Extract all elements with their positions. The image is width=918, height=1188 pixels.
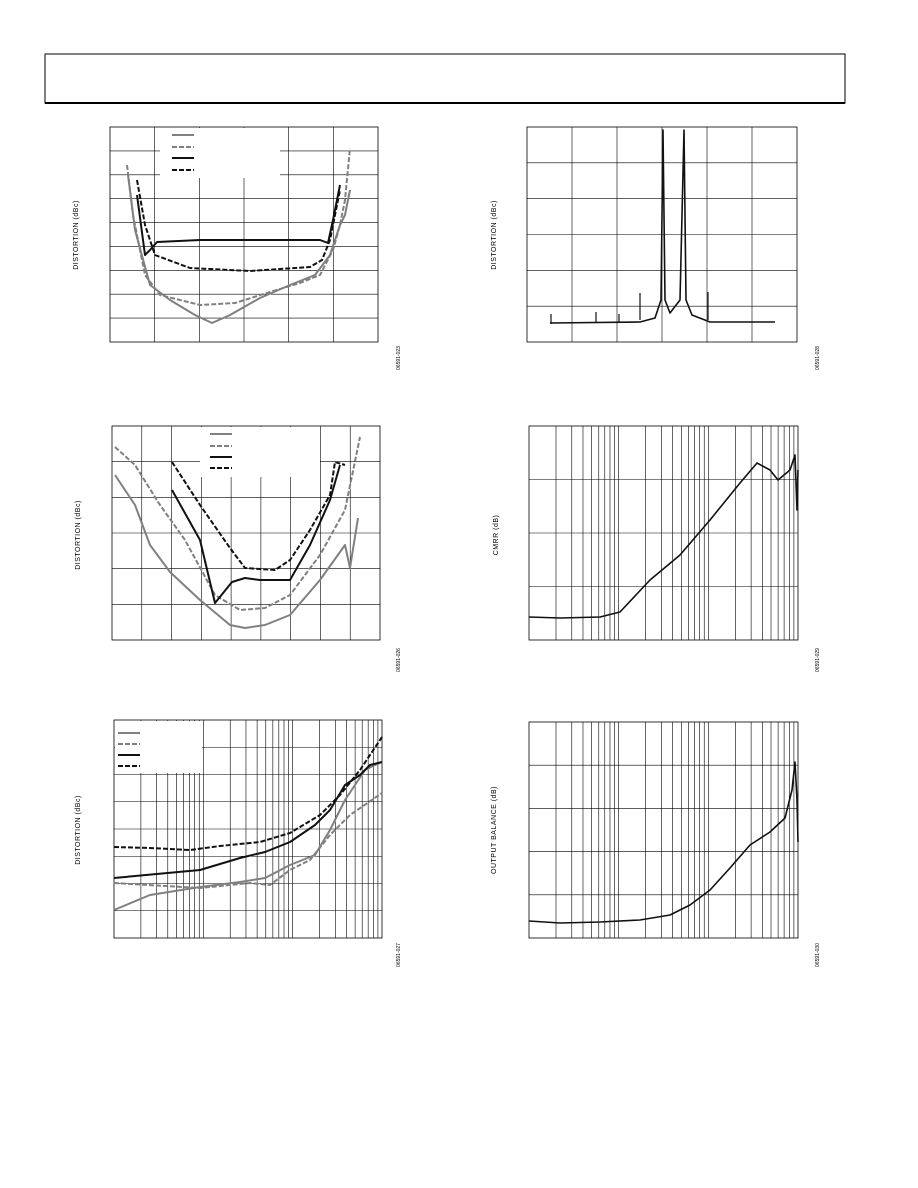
figure-code: 06591-030 — [815, 943, 821, 967]
curve — [114, 474, 359, 629]
curve — [528, 761, 799, 924]
figure-code: 06591-023 — [396, 346, 402, 370]
header-box — [44, 53, 846, 104]
figure-code: 06591-028 — [815, 346, 821, 370]
curve — [113, 761, 383, 911]
y-axis-label: CMRR (dB) — [493, 515, 500, 556]
y-axis-label: OUTPUT BALANCE (dB) — [491, 786, 498, 874]
curve — [113, 792, 383, 889]
curve — [136, 184, 341, 256]
curve — [114, 436, 361, 611]
curve — [126, 147, 351, 306]
y-axis-label: DISTORTION (dBc) — [75, 500, 82, 570]
grids — [109, 126, 799, 939]
plot-1-curves — [126, 128, 351, 324]
plot-5-curves — [113, 721, 383, 911]
figure-code: 06591-026 — [396, 648, 402, 672]
curve — [136, 179, 341, 272]
figure-code: 06591-027 — [396, 943, 402, 967]
plot-3-curves — [114, 427, 361, 629]
figure-code: 06591-029 — [815, 648, 821, 672]
plot-frame — [528, 721, 799, 939]
spurs — [550, 292, 709, 324]
y-axis-label: DISTORTION (dBc) — [75, 795, 82, 865]
y-axis-label: DISTORTION (dBc) — [491, 200, 498, 270]
y-axis-label: DISTORTION (dBc) — [73, 200, 80, 270]
spectrum — [549, 129, 775, 324]
curve — [113, 761, 383, 879]
plot-2-curves — [549, 129, 775, 324]
curve — [171, 464, 341, 604]
legend-box — [115, 721, 202, 773]
curve — [528, 454, 799, 619]
curve — [113, 736, 383, 851]
curve — [171, 461, 346, 571]
